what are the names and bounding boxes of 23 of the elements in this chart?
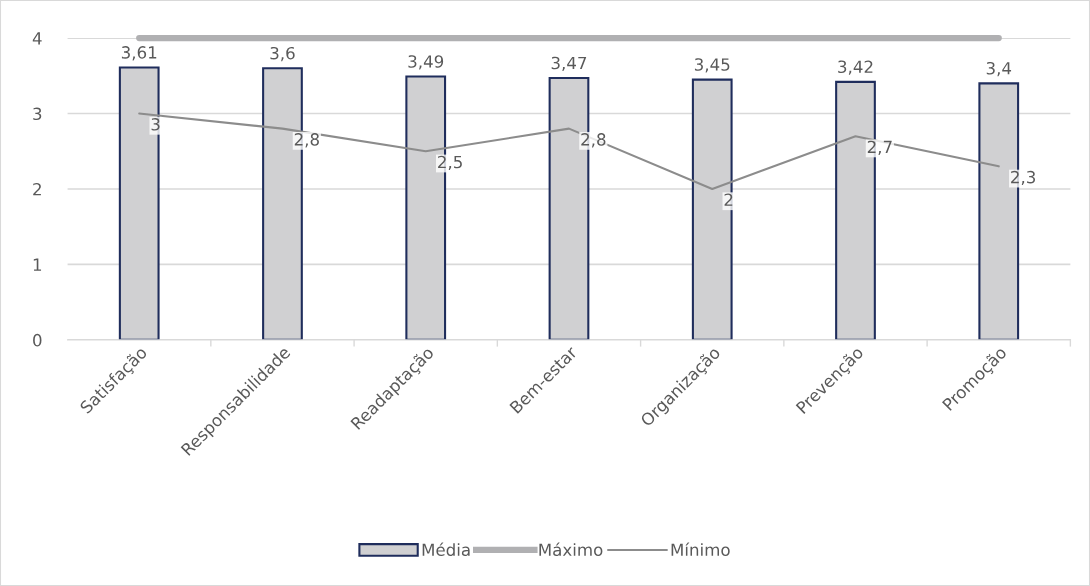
legend-label: Média <box>422 542 470 557</box>
data-label: 2,7 <box>867 140 892 155</box>
data-label: 2,8 <box>294 133 319 148</box>
y-tick-label: 0 <box>33 333 42 347</box>
data-label: 2,8 <box>581 133 606 148</box>
y-tick-label: 4 <box>32 32 42 45</box>
legend-label: Mínimo <box>671 542 730 557</box>
data-label: 3,61 <box>121 46 157 61</box>
data-label: 3,45 <box>694 58 730 73</box>
data-label: 3,42 <box>838 60 873 75</box>
data-label: 3,49 <box>408 55 444 70</box>
line-series <box>138 112 1000 191</box>
data-label: 3 <box>151 118 160 131</box>
y-tick-label: 1 <box>33 258 42 271</box>
data-label: 3,6 <box>270 46 295 62</box>
legend-label: Máximo <box>539 542 603 557</box>
data-label: 3,47 <box>551 56 587 71</box>
data-label: 2,5 <box>438 155 462 171</box>
y-tick-label: 3 <box>33 107 42 121</box>
data-label: 3,4 <box>986 61 1012 77</box>
y-tick-label: 2 <box>33 182 41 196</box>
data-label: 2,3 <box>1011 170 1036 186</box>
data-label: 2 <box>724 193 733 206</box>
